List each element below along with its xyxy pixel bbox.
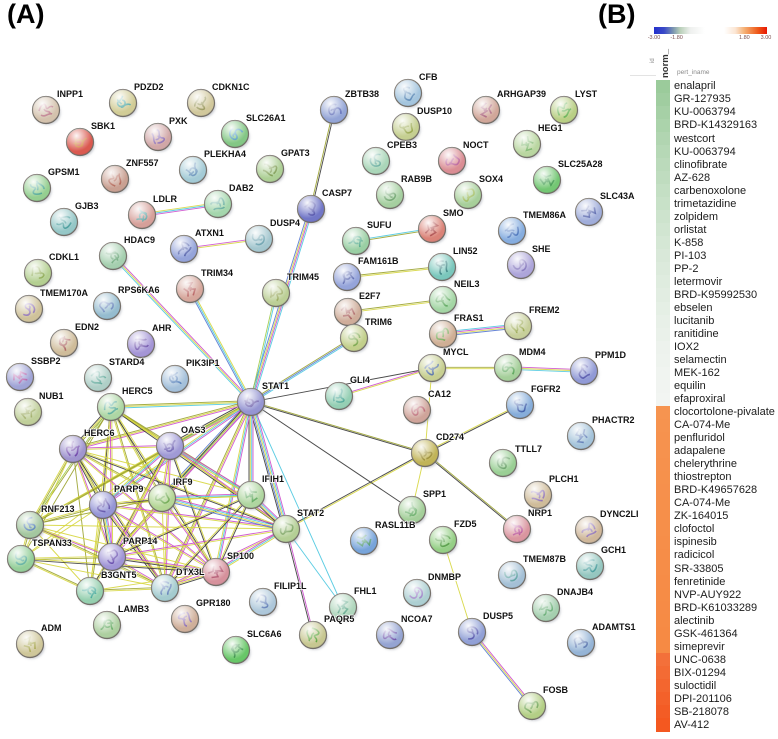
svg-text:PDZD2: PDZD2 bbox=[134, 82, 164, 92]
svg-text:PHACTR2: PHACTR2 bbox=[592, 415, 635, 425]
svg-text:TMEM87B: TMEM87B bbox=[523, 554, 567, 564]
svg-text:LDLR: LDLR bbox=[153, 194, 177, 204]
svg-text:RAB9B: RAB9B bbox=[401, 174, 433, 184]
svg-text:SLC26A1: SLC26A1 bbox=[246, 113, 286, 123]
svg-text:FZD5: FZD5 bbox=[454, 519, 477, 529]
svg-text:SBK1: SBK1 bbox=[91, 121, 115, 131]
svg-text:HEG1: HEG1 bbox=[538, 123, 563, 133]
svg-text:INPP1: INPP1 bbox=[57, 89, 83, 99]
svg-text:TSPAN33: TSPAN33 bbox=[32, 538, 72, 548]
svg-text:DNAJB4: DNAJB4 bbox=[557, 587, 593, 597]
svg-text:PXK: PXK bbox=[169, 116, 188, 126]
svg-text:ATXN1: ATXN1 bbox=[195, 228, 224, 238]
svg-text:HERC5: HERC5 bbox=[122, 386, 153, 396]
svg-text:GPAT3: GPAT3 bbox=[281, 148, 310, 158]
svg-text:PPM1D: PPM1D bbox=[595, 350, 627, 360]
svg-text:LIN52: LIN52 bbox=[453, 246, 478, 256]
svg-text:TRIM6: TRIM6 bbox=[365, 317, 392, 327]
svg-text:NEIL3: NEIL3 bbox=[454, 279, 480, 289]
svg-text:NUB1: NUB1 bbox=[39, 391, 64, 401]
svg-text:NRP1: NRP1 bbox=[528, 508, 552, 518]
svg-text:PAQR5: PAQR5 bbox=[324, 614, 354, 624]
svg-text:CPEB3: CPEB3 bbox=[387, 140, 417, 150]
svg-text:PLEKHA4: PLEKHA4 bbox=[204, 149, 246, 159]
svg-text:PARP14: PARP14 bbox=[123, 536, 157, 546]
svg-text:FOSB: FOSB bbox=[543, 685, 569, 695]
svg-text:ADM: ADM bbox=[41, 623, 62, 633]
svg-text:GLI4: GLI4 bbox=[350, 375, 370, 385]
svg-text:LYST: LYST bbox=[575, 89, 598, 99]
svg-text:CFB: CFB bbox=[419, 72, 438, 82]
svg-text:RPS6KA6: RPS6KA6 bbox=[118, 285, 160, 295]
svg-text:DNMBP: DNMBP bbox=[428, 572, 461, 582]
svg-text:ZNF557: ZNF557 bbox=[126, 158, 159, 168]
svg-text:GJB3: GJB3 bbox=[75, 201, 99, 211]
svg-text:CDKN1C: CDKN1C bbox=[212, 82, 250, 92]
svg-text:ADAMTS1: ADAMTS1 bbox=[592, 622, 636, 632]
svg-text:GCH1: GCH1 bbox=[601, 545, 626, 555]
svg-text:MDM4: MDM4 bbox=[519, 347, 546, 357]
svg-text:FAM161B: FAM161B bbox=[358, 256, 399, 266]
svg-text:TRIM34: TRIM34 bbox=[201, 268, 233, 278]
svg-text:PLCH1: PLCH1 bbox=[549, 474, 579, 484]
svg-text:MYCL: MYCL bbox=[443, 347, 469, 357]
svg-text:IRF9: IRF9 bbox=[173, 477, 193, 487]
svg-text:TTLL7: TTLL7 bbox=[515, 444, 542, 454]
svg-text:SOX4: SOX4 bbox=[479, 174, 503, 184]
svg-text:DUSP5: DUSP5 bbox=[483, 611, 513, 621]
svg-text:PIK3IP1: PIK3IP1 bbox=[186, 358, 220, 368]
svg-text:SPP1: SPP1 bbox=[423, 489, 446, 499]
svg-text:LAMB3: LAMB3 bbox=[118, 604, 149, 614]
svg-text:FHL1: FHL1 bbox=[354, 586, 377, 596]
svg-text:SMO: SMO bbox=[443, 208, 464, 218]
svg-text:SSBP2: SSBP2 bbox=[31, 356, 61, 366]
svg-text:SHE: SHE bbox=[532, 244, 551, 254]
svg-text:SLC25A28: SLC25A28 bbox=[558, 159, 603, 169]
svg-text:FGFR2: FGFR2 bbox=[531, 384, 561, 394]
svg-text:HDAC9: HDAC9 bbox=[124, 235, 155, 245]
svg-text:CD274: CD274 bbox=[436, 432, 464, 442]
svg-text:PARP9: PARP9 bbox=[114, 484, 143, 494]
svg-text:AHR: AHR bbox=[152, 323, 172, 333]
svg-text:DUSP4: DUSP4 bbox=[270, 218, 300, 228]
svg-text:SLC6A6: SLC6A6 bbox=[247, 629, 282, 639]
svg-text:NOCT: NOCT bbox=[463, 140, 489, 150]
svg-text:STAT1: STAT1 bbox=[262, 381, 289, 391]
svg-text:FILIP1L: FILIP1L bbox=[274, 581, 307, 591]
svg-text:STARD4: STARD4 bbox=[109, 357, 144, 367]
svg-text:NCOA7: NCOA7 bbox=[401, 614, 433, 624]
svg-text:DAB2: DAB2 bbox=[229, 183, 254, 193]
svg-text:GPR180: GPR180 bbox=[196, 598, 231, 608]
svg-text:ARHGAP39: ARHGAP39 bbox=[497, 89, 546, 99]
svg-text:FREM2: FREM2 bbox=[529, 305, 560, 315]
svg-text:E2F7: E2F7 bbox=[359, 291, 381, 301]
svg-text:SLC43A: SLC43A bbox=[600, 191, 635, 201]
svg-text:FRAS1: FRAS1 bbox=[454, 313, 484, 323]
svg-text:EDN2: EDN2 bbox=[75, 322, 99, 332]
svg-text:ZBTB38: ZBTB38 bbox=[345, 89, 379, 99]
svg-text:RNF213: RNF213 bbox=[41, 504, 75, 514]
svg-text:TMEM86A: TMEM86A bbox=[523, 210, 567, 220]
svg-text:CA12: CA12 bbox=[428, 389, 451, 399]
svg-text:RASL11B: RASL11B bbox=[375, 520, 416, 530]
svg-text:STAT2: STAT2 bbox=[297, 508, 324, 518]
svg-text:SUFU: SUFU bbox=[367, 220, 392, 230]
svg-text:SP100: SP100 bbox=[227, 551, 254, 561]
svg-text:OAS3: OAS3 bbox=[181, 425, 206, 435]
svg-text:DUSP10: DUSP10 bbox=[417, 106, 452, 116]
svg-text:B3GNT5: B3GNT5 bbox=[101, 570, 137, 580]
svg-text:IFIH1: IFIH1 bbox=[262, 474, 284, 484]
svg-text:GPSM1: GPSM1 bbox=[48, 167, 80, 177]
svg-text:CASP7: CASP7 bbox=[322, 188, 352, 198]
svg-text:HERC6: HERC6 bbox=[84, 428, 115, 438]
svg-text:TRIM45: TRIM45 bbox=[287, 272, 319, 282]
svg-text:DTX3L: DTX3L bbox=[176, 567, 205, 577]
svg-text:DYNC2LI: DYNC2LI bbox=[600, 509, 639, 519]
svg-text:TMEM170A: TMEM170A bbox=[40, 288, 89, 298]
svg-text:CDKL1: CDKL1 bbox=[49, 252, 79, 262]
